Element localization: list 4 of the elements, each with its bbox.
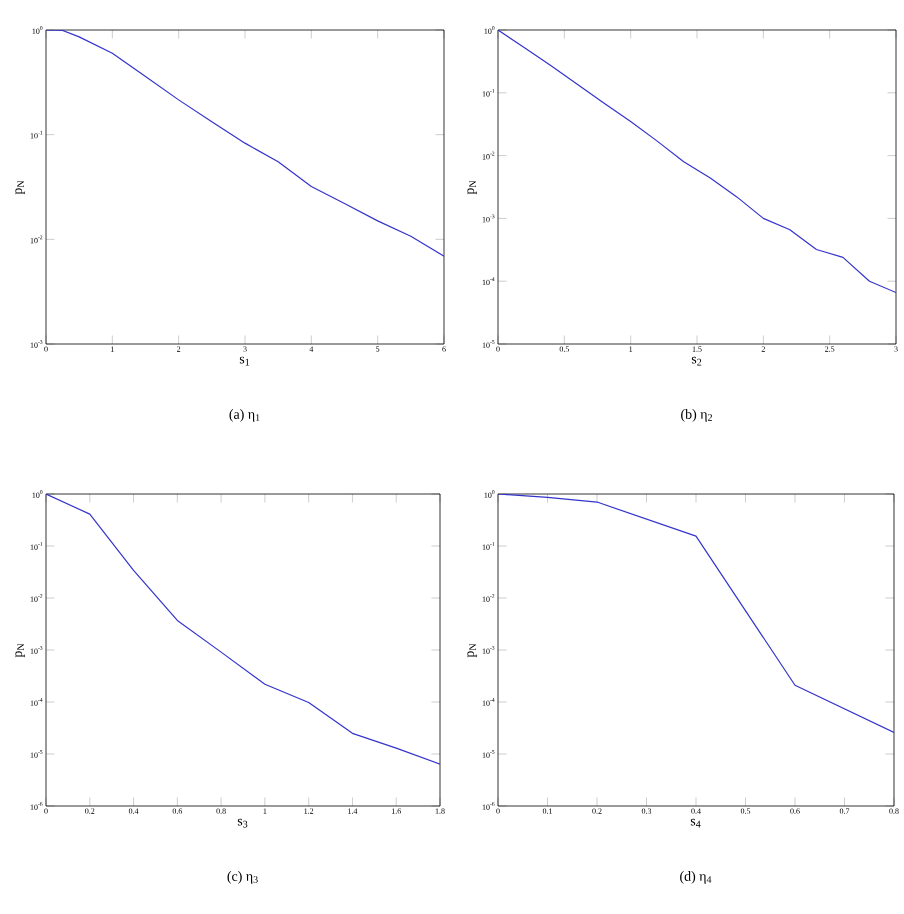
- line-series: [498, 29, 897, 294]
- line-series: [46, 30, 444, 257]
- line-series: [46, 494, 440, 765]
- line-series: [498, 494, 894, 734]
